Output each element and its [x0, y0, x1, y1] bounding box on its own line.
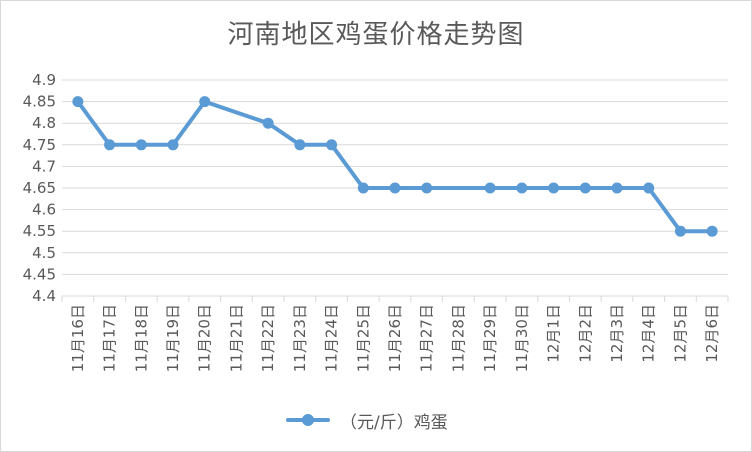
y-tick-label: 4.85: [23, 93, 56, 111]
x-tick-label: 12月4日: [640, 304, 658, 363]
data-point: [262, 117, 274, 129]
y-tick-label: 4.4: [32, 287, 56, 305]
x-tick-label: 12月1日: [545, 304, 563, 363]
data-point: [674, 225, 686, 237]
data-point: [484, 182, 496, 194]
data-point: [706, 225, 718, 237]
x-tick-label: 12月6日: [703, 304, 721, 363]
data-point: [199, 96, 211, 108]
data-point: [516, 182, 528, 194]
data-point: [611, 182, 623, 194]
x-tick-label: 12月2日: [576, 304, 594, 363]
y-tick-label: 4.75: [23, 136, 56, 154]
x-tick-label: 11月29日: [481, 304, 499, 372]
x-tick-label: 11月20日: [196, 304, 214, 372]
x-tick-label: 11月28日: [449, 304, 467, 372]
y-tick-label: 4.6: [32, 201, 56, 219]
series-eggs: [72, 96, 718, 237]
data-point: [167, 139, 179, 151]
x-tick-label: 11月17日: [101, 304, 119, 372]
data-point: [357, 182, 369, 194]
data-point: [421, 182, 433, 194]
data-point: [389, 182, 401, 194]
chart-title: 河南地区鸡蛋价格走势图: [227, 20, 525, 50]
data-point: [548, 182, 560, 194]
y-tick-label: 4.7: [32, 157, 56, 175]
x-tick-label: 11月21日: [227, 304, 245, 372]
data-point: [72, 96, 84, 108]
x-tick-label: 11月26日: [386, 304, 404, 372]
legend: （元/斤）鸡蛋: [0, 405, 752, 435]
data-point: [326, 139, 338, 151]
y-axis-ticks: 4.4 4.45 4.5 4.55 4.6 4.65 4.7 4.75 4.8 4.85 4.9: [23, 71, 56, 305]
data-point: [135, 139, 147, 151]
y-tick-label: 4.9: [32, 71, 56, 89]
x-axis: [61, 295, 729, 302]
x-tick-label: 11月30日: [513, 304, 531, 372]
x-axis-ticks: 11月16日 11月17日 11月18日 11月19日 11月20日 11月21日 11月2…: [69, 304, 721, 372]
data-point: [294, 139, 306, 151]
x-tick-label: 11月23日: [291, 304, 309, 372]
legend-swatch: [286, 409, 330, 431]
x-tick-label: 11月22日: [259, 304, 277, 372]
y-tick-label: 4.5: [32, 244, 56, 262]
data-point: [643, 182, 655, 194]
x-tick-label: 12月5日: [671, 304, 689, 363]
x-tick-label: 12月3日: [608, 304, 626, 363]
y-tick-label: 4.55: [23, 222, 56, 240]
y-tick-label: 4.65: [23, 179, 56, 197]
x-tick-label: 11月19日: [164, 304, 182, 372]
x-tick-label: 11月25日: [354, 304, 372, 372]
x-tick-label: 11月27日: [418, 304, 436, 372]
x-tick-label: 11月16日: [69, 304, 87, 372]
y-tick-label: 4.45: [23, 265, 56, 283]
x-tick-label: 11月24日: [323, 304, 341, 372]
legend-label: （元/斤）鸡蛋: [340, 412, 448, 433]
data-point: [104, 139, 116, 151]
y-tick-label: 4.8: [32, 114, 56, 132]
data-point: [579, 182, 591, 194]
x-tick-label: 11月18日: [132, 304, 150, 372]
